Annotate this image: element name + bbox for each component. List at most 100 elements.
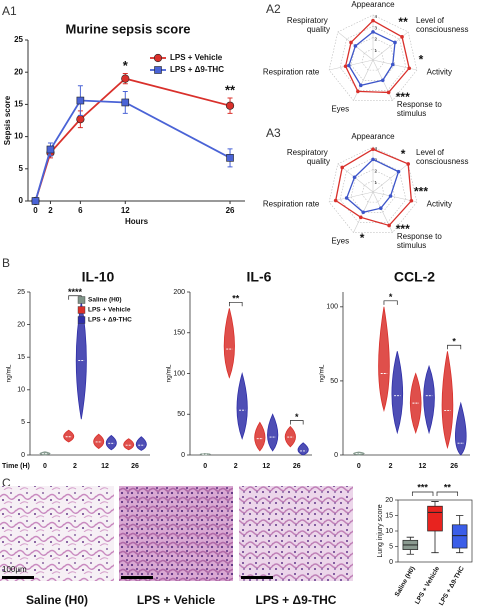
- panel-label: A3: [266, 126, 281, 140]
- radar-spoke: [372, 163, 409, 193]
- significance-bracket: [436, 491, 459, 496]
- radar-tick-label: 4: [375, 14, 378, 19]
- violin: [423, 364, 435, 435]
- y-tick-label: 15: [17, 354, 25, 361]
- marker: [46, 145, 55, 154]
- violin: [93, 433, 105, 449]
- y-tick-label: 20: [385, 497, 393, 504]
- panel-label: A2: [266, 2, 281, 16]
- legend-marker: [153, 53, 163, 63]
- label-line: Level of: [416, 148, 446, 157]
- radar-tick-label: 3: [375, 25, 378, 30]
- y-tick-label: 10: [17, 387, 25, 394]
- violin: [236, 372, 248, 440]
- radar-marker: [340, 165, 345, 170]
- significance-bracket: [411, 491, 434, 496]
- violin: [254, 421, 266, 452]
- significance: ***: [396, 222, 410, 236]
- radar-tick-label: 3: [375, 157, 378, 162]
- y-tick-label: 200: [173, 289, 185, 296]
- radar-marker: [406, 162, 410, 166]
- radar-ring: [361, 48, 385, 71]
- radar-marker: [386, 90, 391, 95]
- radar-ring: [328, 146, 418, 233]
- violin: [391, 351, 404, 435]
- legend-label: LPS + Δ9-THC: [170, 65, 224, 74]
- radar-series: [344, 19, 410, 94]
- radar-marker: [333, 198, 338, 203]
- y-tick-label: 25: [14, 35, 23, 44]
- significance-bracket: [228, 301, 243, 307]
- significance: *: [389, 292, 393, 302]
- scale-bar: [241, 576, 273, 579]
- y-tick-label: 150: [173, 330, 185, 337]
- marker: [225, 101, 235, 110]
- x-tick-label: 2: [234, 463, 238, 470]
- label-line: Response to: [397, 232, 444, 241]
- box: [427, 505, 443, 532]
- x-tick-label: Saline (H0): [394, 565, 417, 598]
- significance: **: [232, 294, 240, 304]
- radar-series: [345, 158, 400, 213]
- y-tick-label: 10: [14, 132, 23, 141]
- radar-axis-label: Respiratory quality: [287, 16, 330, 34]
- x-tick-label: 26: [450, 463, 458, 470]
- marker: [31, 197, 40, 205]
- radar-ring: [361, 180, 385, 203]
- chart-title: IL-10: [82, 269, 115, 285]
- radar-marker: [352, 175, 357, 180]
- micrograph: [119, 486, 233, 581]
- y-tick-label: 0: [181, 452, 185, 459]
- radar-axis-label: Activity: [427, 199, 452, 208]
- x-tick-label: 0: [43, 463, 47, 470]
- radar-axis-label: Response to stimulus: [397, 232, 444, 250]
- y-tick-label: 0: [19, 196, 24, 205]
- significance-bracket: [289, 420, 304, 425]
- y-tick-label: 15: [385, 512, 393, 519]
- series-line: [34, 77, 231, 202]
- y-axis-label: Lung injury score: [377, 504, 384, 557]
- label-line: Response to: [397, 100, 444, 109]
- legend-swatch: [77, 306, 86, 314]
- radar-axis-label: Response to stimulus: [397, 100, 444, 118]
- radar-marker: [409, 198, 414, 203]
- radar-marker: [390, 62, 395, 67]
- label-line: Level of: [416, 16, 446, 25]
- radar-axis-label: Respiration rate: [263, 199, 320, 208]
- radar-spoke: [329, 59, 374, 71]
- y-tick-label: 0: [334, 452, 338, 459]
- y-tick-label: 0: [389, 559, 393, 566]
- x-tick-label: LPS + Δ9-THC: [438, 565, 466, 607]
- x-tick-label: 26: [293, 463, 301, 470]
- violin: [441, 351, 454, 450]
- micrograph-label: LPS + Δ9-THC: [256, 593, 337, 607]
- radar-tick-label: 2: [375, 37, 378, 42]
- label-line: Respiratory: [287, 148, 330, 157]
- x-tick-label: 0: [357, 463, 361, 470]
- marker: [76, 96, 85, 105]
- chart-title: Murine sepsis score: [66, 21, 191, 36]
- radar-marker: [347, 63, 351, 68]
- label-line: quality: [307, 25, 330, 34]
- radar-marker: [396, 169, 401, 174]
- legend-label: LPS + Vehicle: [170, 53, 223, 62]
- label-line: Respiratory: [287, 16, 330, 25]
- radar-marker: [358, 215, 363, 220]
- radar-marker: [388, 194, 393, 198]
- significance: *: [452, 337, 456, 347]
- radar-tick-label: 1: [375, 48, 378, 53]
- y-tick-label: 20: [14, 67, 23, 76]
- marker: [121, 98, 130, 107]
- label-line: quality: [307, 157, 330, 166]
- radar-marker: [344, 196, 349, 200]
- x-tick-label: 12: [121, 206, 130, 215]
- micrograph-label: LPS + Vehicle: [137, 593, 216, 607]
- y-tick-label: 10: [385, 528, 393, 535]
- x-tick-label: 6: [78, 206, 83, 215]
- radar-axis-label: Activity: [427, 67, 452, 76]
- violin: [223, 308, 235, 379]
- violin: [454, 401, 467, 456]
- radar-marker: [353, 44, 358, 48]
- marker: [121, 74, 130, 83]
- radar-axis-label: Appearance: [351, 132, 395, 141]
